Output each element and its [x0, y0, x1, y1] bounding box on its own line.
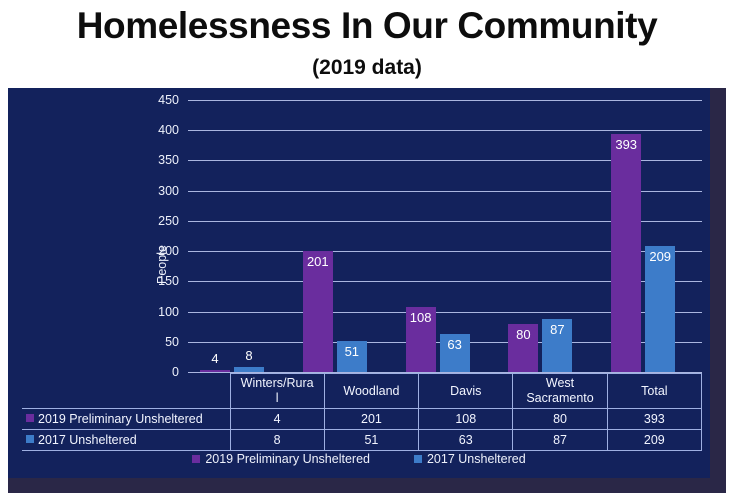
y-axis-tick-label: 0 [172, 365, 179, 379]
bar-value-label: 393 [615, 137, 638, 153]
gridline: 100 [158, 305, 702, 319]
table-cell: 108 [418, 408, 514, 430]
table-column-header: Total [606, 373, 703, 409]
bar-group: 201 51 [291, 100, 394, 372]
bar-value-label: 201 [306, 253, 329, 269]
gridline: 150 [158, 274, 702, 288]
gridline: 350 [158, 153, 702, 167]
table-cell: 8 [229, 429, 325, 451]
gridline: 450 [158, 93, 702, 107]
y-axis-tick-label: 200 [158, 244, 179, 259]
gridline: 200 [158, 244, 702, 258]
bar-value-label: 209 [649, 248, 672, 264]
page-subtitle: (2019 data) [312, 56, 422, 79]
y-axis-tick-label: 100 [158, 304, 179, 319]
table-cell: 393 [606, 408, 703, 430]
table-cell: 63 [418, 429, 514, 451]
legend-item-label: 2017 Unsheltered [426, 452, 526, 466]
bar-value-label: 51 [344, 344, 360, 360]
y-axis-tick-label: 400 [158, 123, 179, 138]
table-cell: 4 [229, 408, 325, 430]
table-row: 2019 Preliminary Unsheltered 4 201 108 80 393 [22, 408, 703, 430]
table-cell: 87 [512, 429, 608, 451]
y-axis-tick-label: 300 [158, 183, 179, 198]
bar-group: 393 209 [599, 100, 702, 372]
table-header-row: Winters/Rura l Woodland Davis West Sacramento… [22, 373, 703, 409]
bar[interactable]: 209 [645, 245, 676, 372]
bar[interactable]: 201 [302, 250, 333, 372]
bar-value-label: 108 [409, 309, 432, 325]
bar[interactable]: 108 [405, 306, 436, 372]
bar-value-label: 8 [245, 348, 253, 364]
bar-value-label: 4 [211, 350, 219, 366]
legend-color-swatch-icon [192, 454, 201, 463]
legend-color-swatch-icon [413, 454, 422, 463]
bar-value-label: 63 [447, 336, 462, 352]
bar[interactable]: 393 [611, 134, 642, 372]
chart-panel-inner: People 450 400 350 300 250 200 150 100 50 0 4 8 201 5… [8, 88, 710, 478]
y-axis-tick-label: 150 [158, 274, 179, 289]
table-cell: 209 [606, 429, 703, 451]
table-column-header: Winters/Rura l [229, 373, 325, 409]
gridline: 300 [158, 184, 702, 198]
bar-group: 108 63 [394, 100, 497, 372]
bar-value-label: 87 [550, 322, 565, 338]
table-row-label: 2019 Preliminary Unsheltered [22, 408, 231, 430]
y-axis-tick-label: 450 [158, 93, 179, 107]
table-corner-cell [22, 374, 230, 409]
bar[interactable]: 4 [200, 351, 230, 372]
data-table: Winters/Rura l Woodland Davis West Sacramento… [22, 373, 703, 451]
table-cell: 80 [512, 408, 608, 430]
legend-item[interactable]: 2019 Preliminary Unsheltered [192, 452, 370, 466]
y-axis-tick-label: 350 [158, 153, 179, 168]
table-row-label: 2017 Unsheltered [22, 429, 231, 451]
series-color-swatch-icon [26, 414, 34, 423]
legend-item[interactable]: 2017 Unsheltered [413, 452, 526, 466]
bar-value-label: 80 [516, 326, 531, 342]
series-color-swatch-icon [26, 435, 34, 444]
bar-group: 80 87 [496, 100, 599, 372]
table-column-header: Davis [418, 373, 514, 409]
page-title: Homelessness In Our Community [76, 5, 658, 46]
gridline: 0 [172, 365, 702, 379]
gridline: 250 [158, 214, 702, 228]
y-axis-tick-label: 50 [165, 334, 179, 349]
bar[interactable]: 87 [542, 319, 573, 372]
legend-item-label: 2019 Preliminary Unsheltered [205, 452, 370, 466]
bar[interactable]: 80 [508, 323, 539, 372]
title-block: Homelessness In Our Community (2019 data… [0, 0, 734, 88]
chart-legend: 2019 Preliminary Unsheltered 2017 Unshelt… [8, 450, 710, 468]
plot-area: 450 400 350 300 250 200 150 100 50 0 4 8 201 51 108 63 8… [158, 93, 702, 379]
table-column-header: West Sacramento [512, 373, 608, 409]
gridline: 400 [158, 123, 702, 137]
y-axis-tick-label: 250 [158, 213, 179, 228]
table-cell: 51 [323, 429, 420, 451]
bar[interactable]: 51 [336, 341, 367, 372]
table-column-header: Woodland [323, 373, 420, 409]
table-cell: 201 [323, 408, 420, 430]
bar[interactable]: 63 [439, 333, 470, 372]
bar[interactable]: 8 [234, 348, 264, 372]
chart-panel: People 450 400 350 300 250 200 150 100 50 0 4 8 201 5… [8, 88, 726, 493]
table-row: 2017 Unsheltered 8 51 63 87 209 [22, 429, 703, 451]
